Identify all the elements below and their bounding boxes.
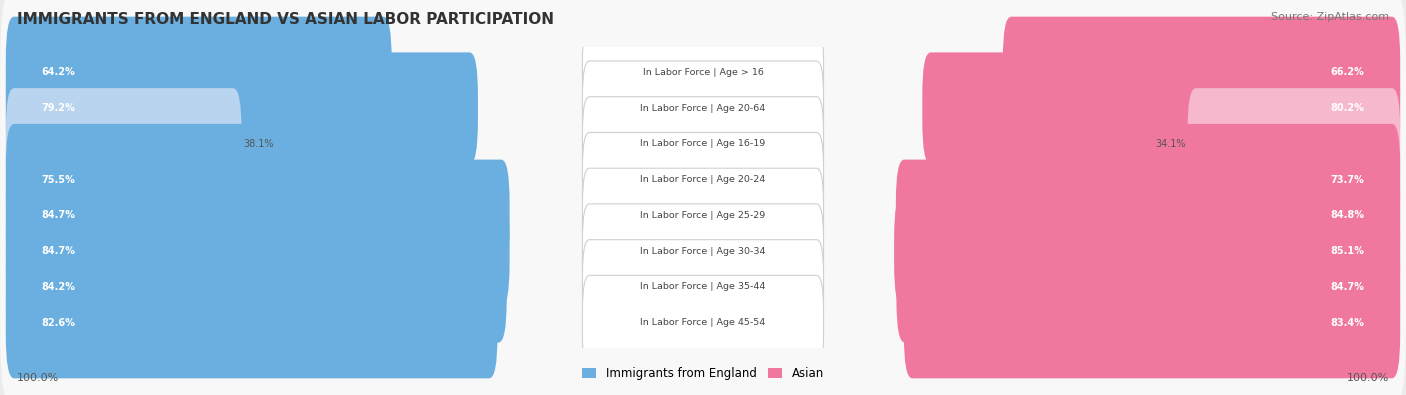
Text: 85.1%: 85.1% [1330, 246, 1364, 256]
FancyBboxPatch shape [582, 132, 824, 227]
Text: 100.0%: 100.0% [17, 373, 59, 383]
Text: 75.5%: 75.5% [42, 175, 76, 184]
Text: 84.7%: 84.7% [42, 246, 76, 256]
FancyBboxPatch shape [6, 231, 506, 342]
Text: In Labor Force | Age 30-34: In Labor Force | Age 30-34 [640, 246, 766, 256]
FancyBboxPatch shape [0, 0, 1406, 159]
FancyBboxPatch shape [1002, 17, 1400, 128]
Text: 73.7%: 73.7% [1330, 175, 1364, 184]
FancyBboxPatch shape [6, 53, 478, 164]
Text: Source: ZipAtlas.com: Source: ZipAtlas.com [1271, 12, 1389, 22]
FancyBboxPatch shape [582, 240, 824, 334]
FancyBboxPatch shape [0, 93, 1406, 266]
Text: 38.1%: 38.1% [243, 139, 274, 149]
FancyBboxPatch shape [896, 160, 1400, 271]
FancyBboxPatch shape [960, 124, 1400, 235]
FancyBboxPatch shape [1188, 88, 1400, 199]
FancyBboxPatch shape [582, 97, 824, 191]
Text: In Labor Force | Age 25-29: In Labor Force | Age 25-29 [640, 211, 766, 220]
Text: 80.2%: 80.2% [1330, 103, 1364, 113]
FancyBboxPatch shape [6, 160, 509, 271]
Text: In Labor Force | Age 16-19: In Labor Force | Age 16-19 [640, 139, 766, 149]
Text: In Labor Force | Age 20-24: In Labor Force | Age 20-24 [640, 175, 766, 184]
Text: 64.2%: 64.2% [42, 68, 76, 77]
Text: 84.2%: 84.2% [42, 282, 76, 292]
FancyBboxPatch shape [6, 124, 457, 235]
Text: In Labor Force | Age 35-44: In Labor Force | Age 35-44 [640, 282, 766, 292]
Text: 82.6%: 82.6% [42, 318, 76, 327]
Text: 66.2%: 66.2% [1330, 68, 1364, 77]
FancyBboxPatch shape [904, 267, 1400, 378]
Text: In Labor Force | Age > 16: In Labor Force | Age > 16 [643, 68, 763, 77]
FancyBboxPatch shape [0, 57, 1406, 231]
Text: 100.0%: 100.0% [1347, 373, 1389, 383]
FancyBboxPatch shape [0, 21, 1406, 195]
FancyBboxPatch shape [582, 61, 824, 155]
FancyBboxPatch shape [6, 17, 392, 128]
FancyBboxPatch shape [0, 164, 1406, 338]
Text: 34.1%: 34.1% [1154, 139, 1185, 149]
Legend: Immigrants from England, Asian: Immigrants from England, Asian [578, 363, 828, 385]
FancyBboxPatch shape [582, 275, 824, 370]
FancyBboxPatch shape [582, 168, 824, 263]
Text: In Labor Force | Age 45-54: In Labor Force | Age 45-54 [640, 318, 766, 327]
Text: 79.2%: 79.2% [42, 103, 76, 113]
FancyBboxPatch shape [894, 196, 1400, 307]
FancyBboxPatch shape [6, 88, 242, 199]
FancyBboxPatch shape [922, 53, 1400, 164]
FancyBboxPatch shape [897, 231, 1400, 342]
FancyBboxPatch shape [6, 196, 509, 307]
FancyBboxPatch shape [0, 236, 1406, 395]
Text: 84.7%: 84.7% [42, 211, 76, 220]
FancyBboxPatch shape [582, 204, 824, 298]
Text: 84.8%: 84.8% [1330, 211, 1364, 220]
Text: IMMIGRANTS FROM ENGLAND VS ASIAN LABOR PARTICIPATION: IMMIGRANTS FROM ENGLAND VS ASIAN LABOR P… [17, 12, 554, 27]
FancyBboxPatch shape [0, 129, 1406, 302]
FancyBboxPatch shape [6, 267, 498, 378]
Text: 83.4%: 83.4% [1330, 318, 1364, 327]
FancyBboxPatch shape [582, 25, 824, 120]
FancyBboxPatch shape [0, 200, 1406, 374]
Text: In Labor Force | Age 20-64: In Labor Force | Age 20-64 [640, 103, 766, 113]
Text: 84.7%: 84.7% [1330, 282, 1364, 292]
